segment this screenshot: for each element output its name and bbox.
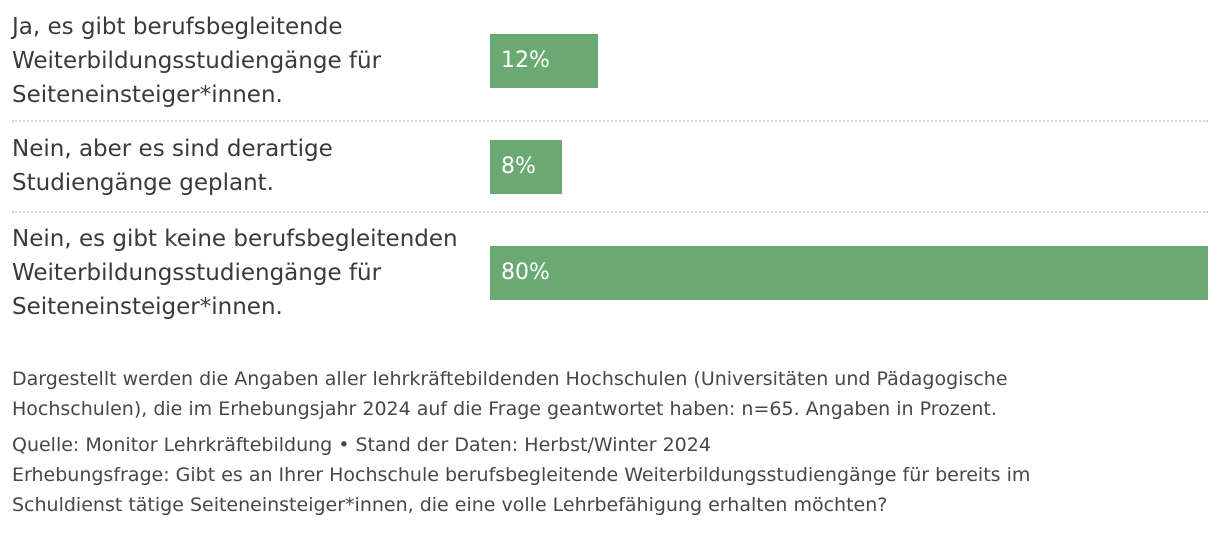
bar: 8% xyxy=(490,140,562,194)
methodology-note: Dargestellt werden die Angaben aller leh… xyxy=(12,364,1212,424)
category-label-line: Weiterbildungsstudiengänge für xyxy=(12,48,382,74)
category-label: Ja, es gibt berufsbegleitende Weiterbild… xyxy=(12,10,482,112)
note-line: Dargestellt werden die Angaben aller leh… xyxy=(12,368,1008,390)
bar-value-label: 80% xyxy=(501,260,550,285)
category-label-line: Studiengänge geplant. xyxy=(12,170,274,196)
bar-value-label: 12% xyxy=(501,48,550,73)
category-label-line: Nein, es gibt keine berufsbegleitenden xyxy=(12,226,458,252)
bar-chart: Ja, es gibt berufsbegleitende Weiterbild… xyxy=(12,10,1208,324)
note-line: Hochschulen), die im Erhebungsjahr 2024 … xyxy=(12,398,997,420)
survey-question: Erhebungsfrage: Gibt es an Ihrer Hochsch… xyxy=(12,460,1212,520)
category-label: Nein, aber es sind derartige Studiengäng… xyxy=(12,132,482,200)
category-label-line: Seiteneinsteiger*innen. xyxy=(12,294,283,320)
bar: 80% xyxy=(490,246,1208,300)
bar-value-label: 8% xyxy=(501,154,536,179)
category-label: Nein, es gibt keine berufsbegleitenden W… xyxy=(12,222,482,324)
row-divider xyxy=(12,120,1208,122)
question-line: Erhebungsfrage: Gibt es an Ihrer Hochsch… xyxy=(12,464,1031,486)
row-divider xyxy=(12,211,1208,213)
bar: 12% xyxy=(490,34,598,88)
category-label-line: Ja, es gibt berufsbegleitende xyxy=(12,14,343,40)
question-line: Schuldienst tätige Seiteneinsteiger*inne… xyxy=(12,494,888,516)
source-line: Quelle: Monitor Lehrkräftebildung • Stan… xyxy=(12,434,711,456)
category-label-line: Weiterbildungsstudiengänge für xyxy=(12,260,382,286)
category-label-line: Seiteneinsteiger*innen. xyxy=(12,82,283,108)
category-label-line: Nein, aber es sind derartige xyxy=(12,136,333,162)
chart-footer: Dargestellt werden die Angaben aller leh… xyxy=(12,364,1212,520)
